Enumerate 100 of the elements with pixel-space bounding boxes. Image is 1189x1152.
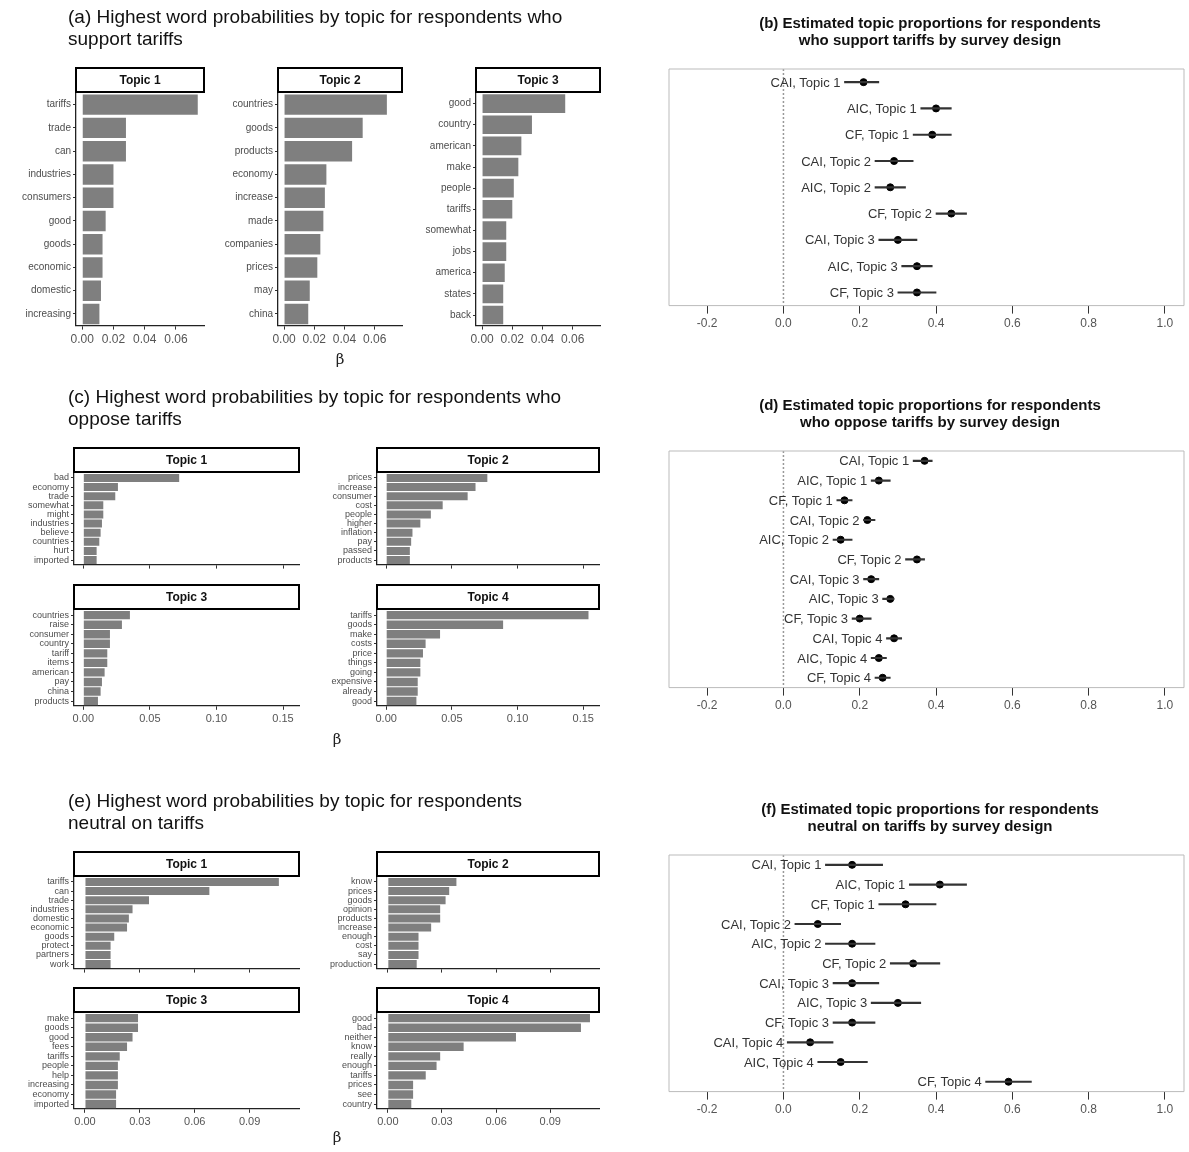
y-tick-label: increase [337, 481, 372, 492]
y-tick-label: industries [30, 518, 70, 529]
category-label: AIC, Topic 2 [751, 936, 822, 952]
y-tick-label: tariffs [47, 876, 70, 887]
x-tick-label: 0.02 [101, 332, 126, 347]
category-label: AIC, Topic 1 [846, 101, 917, 117]
y-tick-label: good [48, 1031, 69, 1042]
chart-subtitle: Topic 1 [75, 67, 205, 93]
category-label: AIC, Topic 3 [797, 995, 868, 1011]
category-label: CF, Topic 3 [784, 611, 849, 627]
x-tick-label: 0.00 [74, 1115, 96, 1128]
y-tick-label: hurt [53, 545, 70, 556]
y-tick-label: products [34, 695, 70, 706]
x-tick-label: 0.8 [1080, 1102, 1098, 1117]
category-label: CAI, Topic 3 [789, 571, 860, 587]
y-tick-label: goods [347, 619, 373, 630]
chart-title: (e) Highest word probabilities by topic for respondents neutral on tariffs [68, 790, 524, 834]
y-tick-label: pay [357, 536, 373, 547]
category-label: CAI, Topic 1 [751, 857, 822, 873]
x-tick-label: 0.00 [375, 712, 397, 725]
y-tick-label: pay [54, 676, 70, 687]
y-tick-label: work [48, 958, 70, 969]
y-tick-label: people [344, 508, 372, 519]
x-tick-label: 0.04 [133, 332, 157, 347]
y-tick-label: consumer [29, 628, 69, 639]
x-tick-label: 0.2 [851, 698, 869, 713]
y-tick-label: economy [232, 168, 273, 180]
category-label: CF, Topic 4 [917, 1074, 982, 1090]
y-tick-label: somewhat [425, 224, 472, 236]
x-tick-label: 0.05 [139, 712, 161, 725]
x-tick-label: 0.03 [431, 1115, 453, 1128]
category-label: CAI, Topic 3 [804, 232, 875, 248]
category-label: AIC, Topic 3 [827, 258, 898, 274]
x-tick-label: 0.6 [1003, 698, 1021, 713]
category-label: CAI, Topic 3 [759, 975, 830, 991]
x-tick-label: 1.0 [1156, 698, 1174, 713]
x-tick-label: 0.00 [272, 332, 297, 347]
y-tick-label: make [446, 160, 472, 172]
chart-title: (f) Estimated topic proportions for respondents neutral on tariffs by survey design [760, 800, 1100, 835]
y-tick-label: prices [246, 261, 273, 273]
x-tick-label: 0.2 [851, 1102, 869, 1117]
y-tick-label: made [247, 214, 274, 226]
x-tick-label: 0.0 [775, 316, 793, 331]
y-tick-label: economy [32, 1088, 70, 1099]
x-tick-label: 0.4 [927, 316, 945, 331]
y-tick-label: states [444, 287, 471, 299]
x-tick-label: 0.4 [927, 698, 945, 713]
y-tick-label: somewhat [27, 499, 70, 510]
category-label: AIC, Topic 1 [835, 877, 906, 893]
y-tick-label: neither [344, 1031, 372, 1042]
category-label: CF, Topic 2 [867, 206, 933, 222]
y-tick-label: enough [341, 1060, 372, 1071]
y-tick-label: partners [35, 949, 70, 960]
y-tick-label: tariff [51, 647, 70, 658]
y-tick-label: domestic [32, 912, 70, 923]
y-tick-label: higher [346, 518, 372, 529]
chart-subtitle: Topic 4 [376, 987, 600, 1014]
y-tick-label: tariffs [350, 1069, 373, 1080]
category-label: CF, Topic 1 [768, 492, 833, 508]
y-tick-label: china [249, 307, 274, 319]
y-tick-label: economy [32, 481, 70, 492]
x-tick-label: -0.2 [696, 1102, 718, 1117]
x-tick-label: 0.0 [775, 698, 793, 713]
y-tick-label: bad [53, 472, 69, 483]
y-tick-label: increase [337, 922, 372, 933]
y-tick-label: know [350, 876, 373, 887]
x-tick-label: 0.10 [205, 712, 228, 725]
y-tick-label: may [254, 284, 273, 296]
x-tick-label: 1.0 [1156, 1102, 1174, 1117]
y-tick-label: tariffs [350, 609, 373, 620]
y-tick-label: american [31, 666, 69, 677]
y-tick-label: cost [355, 940, 373, 951]
y-tick-label: back [449, 308, 472, 320]
category-label: CAI, Topic 4 [812, 630, 883, 646]
x-tick-label: 0.6 [1003, 1102, 1021, 1117]
y-tick-label: people [41, 1060, 69, 1071]
y-tick-label: bad [356, 1022, 372, 1033]
y-tick-label: can [54, 144, 71, 156]
chart-subtitle: Topic 1 [73, 447, 300, 474]
y-tick-label: countries [232, 98, 273, 110]
chart-subtitle: Topic 3 [73, 584, 300, 611]
y-tick-label: products [337, 912, 373, 923]
category-label: CF, Topic 4 [806, 670, 871, 686]
y-tick-label: opinion [342, 903, 372, 914]
y-tick-label: make [46, 1012, 69, 1023]
chart-subtitle: Topic 3 [73, 987, 300, 1014]
x-tick-label: 0.02 [302, 332, 327, 347]
y-tick-label: america [435, 266, 472, 278]
y-tick-label: price [352, 647, 372, 658]
y-tick-label: country [438, 118, 471, 130]
y-tick-label: industries [30, 903, 70, 914]
y-tick-label: help [51, 1069, 69, 1080]
y-tick-label: really [350, 1050, 373, 1061]
category-label: CAI, Topic 1 [839, 453, 910, 469]
category-label: AIC, Topic 3 [808, 591, 879, 607]
y-tick-label: consumers [22, 191, 71, 203]
y-tick-label: good [351, 695, 372, 706]
y-tick-label: country [39, 638, 70, 649]
x-tick-label: 0.4 [927, 1102, 945, 1117]
x-tick-label: 0.02 [500, 332, 525, 347]
